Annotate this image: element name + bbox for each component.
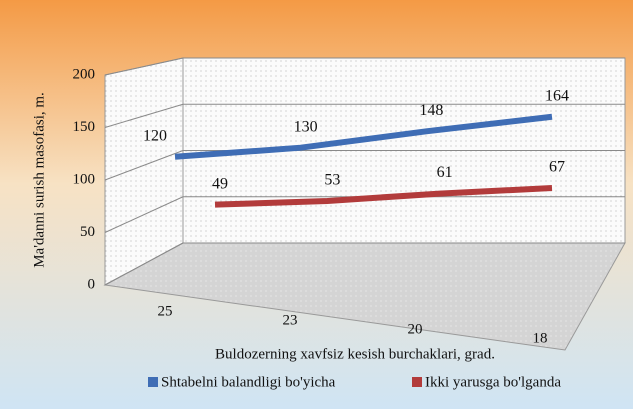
x-tick-label: 25 <box>158 303 173 319</box>
x-tick-label: 20 <box>408 321 423 337</box>
grid-line <box>104 150 184 181</box>
data-label: 61 <box>437 164 453 181</box>
legend-label: Shtabelni balandligi bo'yicha <box>161 374 336 390</box>
data-label: 164 <box>545 87 569 104</box>
data-label: 148 <box>419 102 443 119</box>
data-label: 49 <box>212 175 228 192</box>
series-line <box>214 185 553 208</box>
grid-line <box>104 242 184 286</box>
data-label: 120 <box>143 127 167 144</box>
y-axis-title: Ma'danni surish masofasi, m. <box>31 92 47 268</box>
legend-swatch <box>148 377 158 387</box>
y-tick-label: 150 <box>73 119 96 135</box>
x-axis-title: Buldozerning xavfsiz kesish burchaklari,… <box>215 346 495 362</box>
series-line <box>174 113 553 160</box>
y-tick-label: 100 <box>73 171 96 187</box>
x-tick-label: 23 <box>283 312 298 328</box>
y-tick-label: 50 <box>80 224 95 240</box>
y-tick-label: 200 <box>73 66 96 82</box>
grid-line <box>104 103 184 128</box>
grid-line <box>104 57 184 76</box>
legend-label: Ikki yarusga bo'lganda <box>425 374 561 390</box>
y-tick-label: 0 <box>88 276 96 292</box>
data-label: 67 <box>549 159 565 176</box>
grid-line <box>104 196 184 233</box>
x-tick-label: 18 <box>533 330 548 346</box>
data-label: 130 <box>294 118 318 135</box>
legend-swatch <box>412 377 422 387</box>
data-label: 53 <box>324 172 340 189</box>
